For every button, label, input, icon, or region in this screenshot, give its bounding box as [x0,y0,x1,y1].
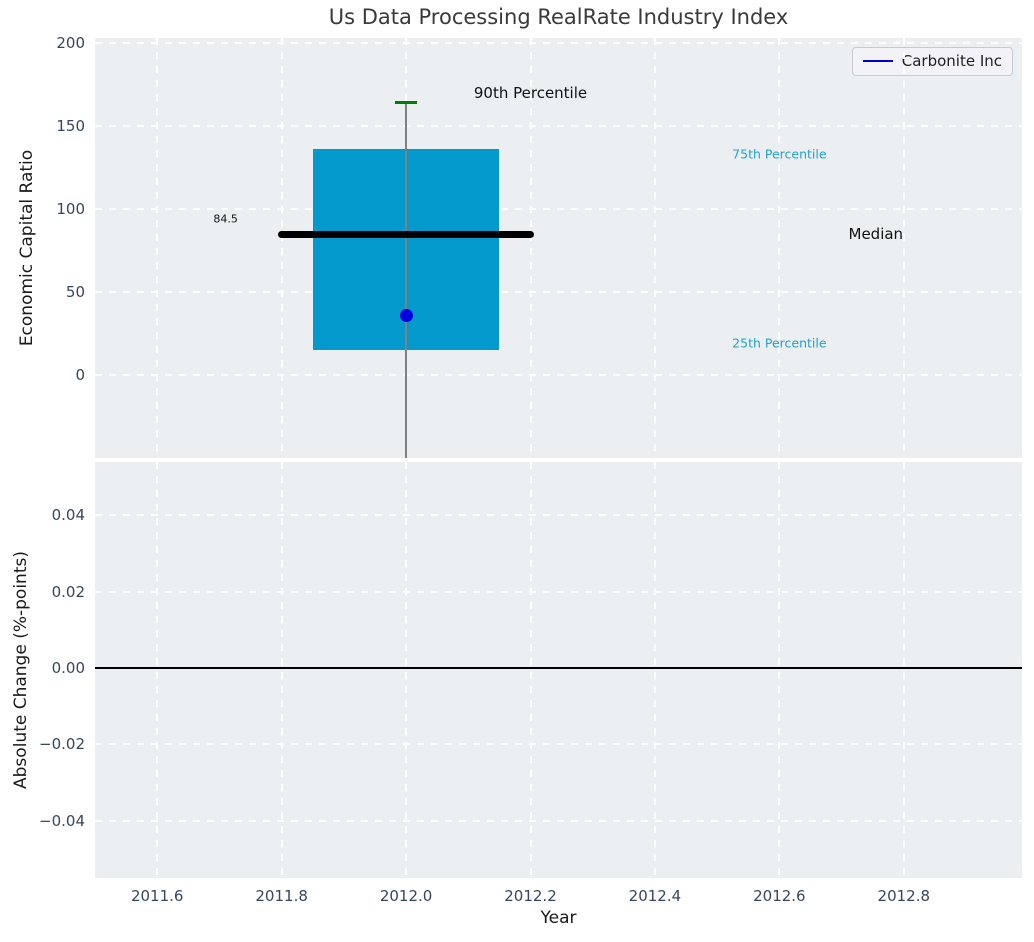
y-tick-label: 100 [56,199,85,218]
y-gridline [95,290,1022,293]
y-tick-label: 200 [56,33,85,52]
whisker-line [405,102,408,458]
y-gridline [95,373,1022,376]
x-tick-label: 2012.8 [877,887,931,905]
x-gridline [280,462,283,878]
annotation: 25th Percentile [732,335,827,351]
x-tick-label: 2012.0 [379,887,433,905]
x-gridline [529,462,532,878]
x-tick-label: 2011.8 [255,887,308,905]
x-tick-label: 2011.6 [130,887,184,905]
x-gridline [405,462,408,878]
y-gridline [95,41,1022,44]
x-gridline [902,462,905,878]
y-tick-label: 50 [65,282,85,301]
x-tick-label: 2012.4 [628,887,682,905]
y-tick-label: −0.02 [39,735,85,754]
x-gridline [156,462,159,878]
x-gridline [653,462,656,878]
y-gridline [95,590,1022,593]
y-tick-label: −0.04 [39,811,85,830]
y-axis-label-top: Economic Capital Ratio [17,149,37,347]
x-gridline [778,38,781,458]
x-gridline [529,38,532,458]
legend-line-sample [862,60,893,62]
y-gridline [95,207,1022,210]
y-tick-label: 0 [75,365,85,384]
carbonite-point [399,308,413,322]
y-gridline [95,743,1022,746]
y-tick-label: 0.00 [51,659,85,678]
y-tick-label: 0.04 [51,506,85,525]
axes-top: Carbonite Inc 200 150 100 50 0 90th Percentil… [56,34,1022,458]
annotation: 84.5 [213,212,238,226]
x-gridline [280,38,283,458]
annotation: 90th Percentile [473,83,588,102]
chart-title: Us Data Processing RealRate Industry Ind… [328,5,789,29]
annotation: 75th Percentile [732,146,827,162]
x-gridline [778,462,781,878]
legend-label: Carbonite Inc [901,52,1002,70]
axes-bottom: 2011.6 2011.8 2012.0 2012.2 2012.4 2012.6 2012… [39,462,1022,905]
y-gridline [95,124,1022,127]
y-gridline [95,514,1022,517]
y-tick-label: 0.02 [51,582,85,601]
median-line [277,231,535,239]
x-gridline [902,38,905,458]
y-gridline [95,819,1022,822]
x-tick-label: 2012.6 [753,887,806,905]
x-gridline [156,38,159,458]
x-gridline [653,38,656,458]
annotation: Median [848,224,904,243]
zero-line [95,667,1022,670]
legend: Carbonite Inc [851,47,1013,76]
y-tick-label: 150 [56,116,85,135]
x-axis-label: Year [540,908,577,928]
p90-cap [395,101,417,105]
x-tick-label: 2012.2 [504,887,557,905]
